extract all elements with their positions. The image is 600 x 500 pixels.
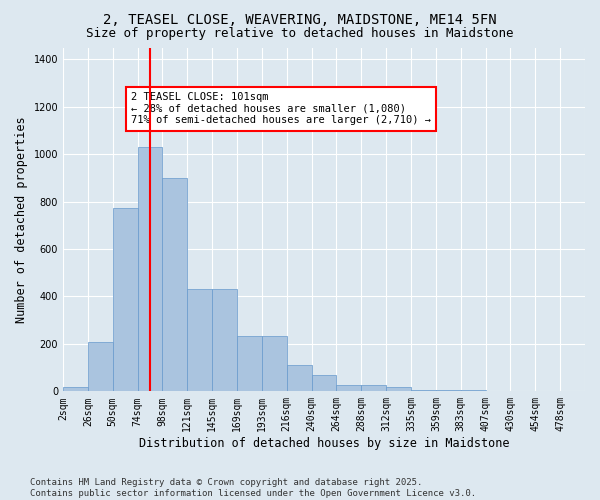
Bar <box>212 290 237 392</box>
Bar <box>311 375 337 392</box>
Bar <box>287 365 311 392</box>
Text: Contains HM Land Registry data © Crown copyright and database right 2025.
Contai: Contains HM Land Registry data © Crown c… <box>30 478 476 498</box>
Bar <box>88 342 113 392</box>
Bar <box>63 386 88 392</box>
Bar <box>411 390 436 392</box>
Bar <box>163 178 187 392</box>
Bar <box>137 147 163 392</box>
Bar <box>461 390 485 392</box>
Bar <box>386 387 411 392</box>
Y-axis label: Number of detached properties: Number of detached properties <box>15 116 28 322</box>
Text: 2, TEASEL CLOSE, WEAVERING, MAIDSTONE, ME14 5FN: 2, TEASEL CLOSE, WEAVERING, MAIDSTONE, M… <box>103 12 497 26</box>
X-axis label: Distribution of detached houses by size in Maidstone: Distribution of detached houses by size … <box>139 437 509 450</box>
Bar <box>113 208 137 392</box>
Bar <box>361 384 386 392</box>
Bar <box>237 336 262 392</box>
Bar <box>436 390 461 392</box>
Bar <box>187 290 212 392</box>
Bar <box>337 384 361 392</box>
Bar <box>262 336 287 392</box>
Text: 2 TEASEL CLOSE: 101sqm
← 28% of detached houses are smaller (1,080)
71% of semi-: 2 TEASEL CLOSE: 101sqm ← 28% of detached… <box>131 92 431 126</box>
Text: Size of property relative to detached houses in Maidstone: Size of property relative to detached ho… <box>86 28 514 40</box>
